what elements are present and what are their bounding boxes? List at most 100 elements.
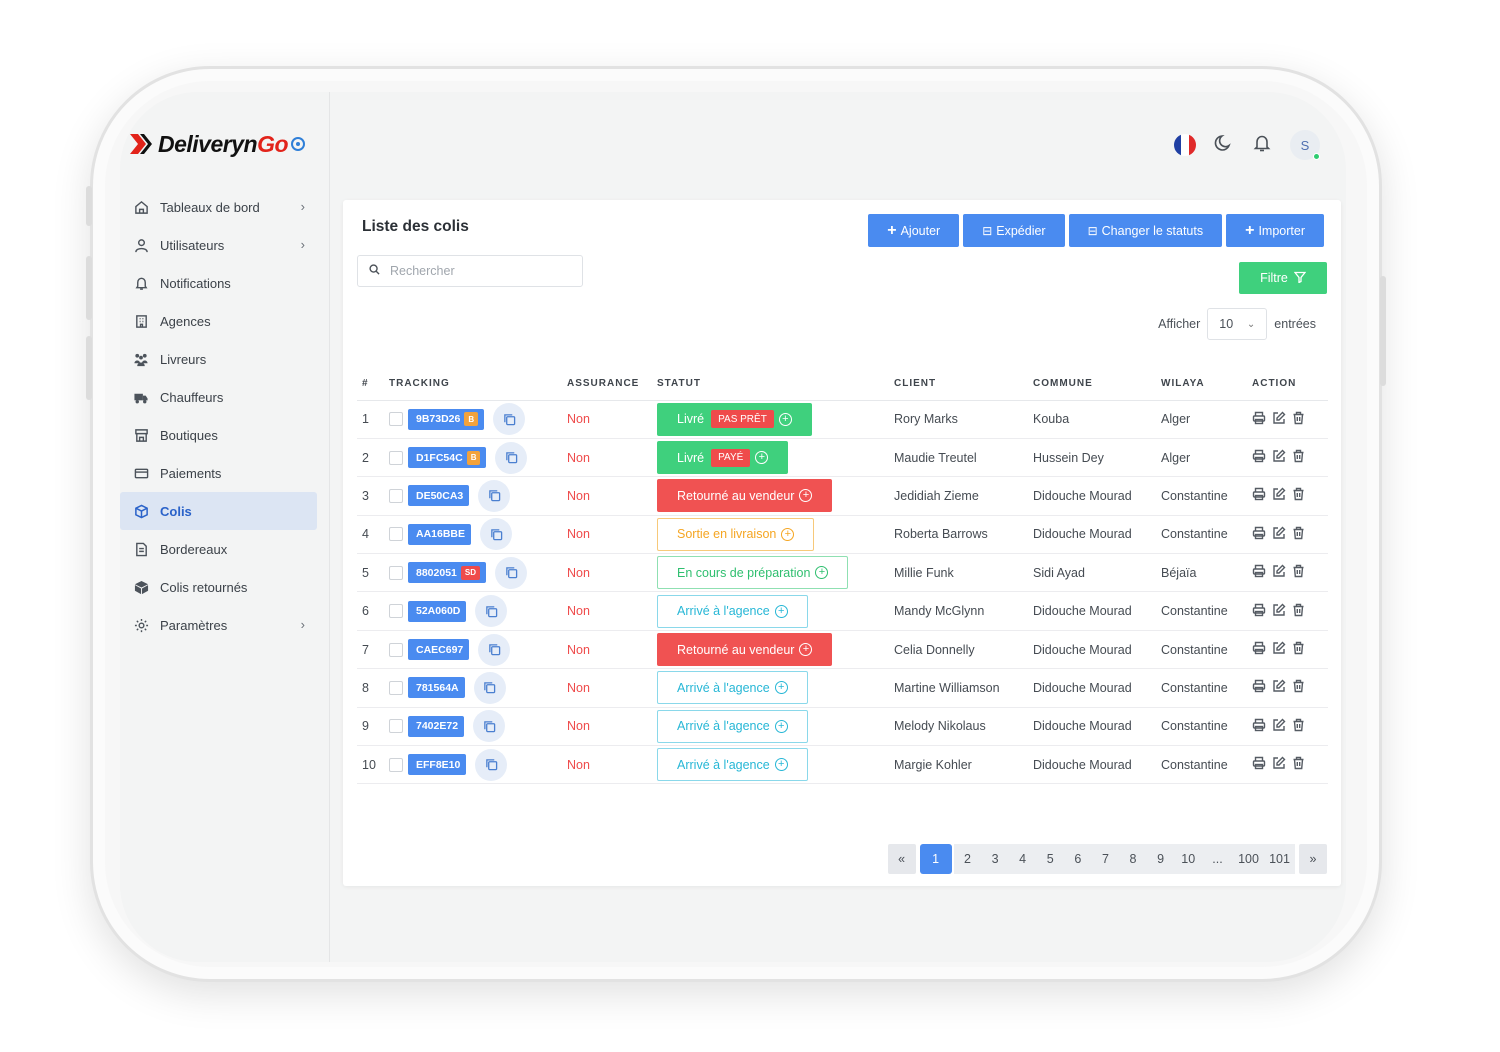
column-header-status[interactable]: STATUT [657,368,894,401]
moon-icon[interactable] [1214,133,1234,158]
sidebar-item-settings[interactable]: Paramètres › [120,606,317,644]
edit-icon[interactable] [1272,718,1286,735]
trash-icon[interactable] [1292,526,1305,543]
tracking-code[interactable]: D1FC54C B [408,447,487,469]
sidebar-item-drivers[interactable]: Chauffeurs [120,378,317,416]
edit-icon[interactable] [1272,411,1286,428]
tracking-code[interactable]: AA16BBE [408,523,472,545]
add-button[interactable]: + Ajouter [868,214,960,247]
status-badge[interactable]: Livré PAYÉ + [657,441,789,475]
sidebar-item-shops[interactable]: Boutiques [120,416,317,454]
edit-icon[interactable] [1272,641,1286,658]
page-size-select[interactable]: 10 ⌄ [1207,308,1268,340]
status-badge[interactable]: En cours de préparation + [657,556,849,590]
pagination-current-page[interactable]: 1 [919,844,952,874]
copy-icon[interactable] [480,518,513,551]
pagination-page[interactable]: 4 [1019,852,1027,866]
print-icon[interactable] [1252,487,1266,504]
trash-icon[interactable] [1292,756,1305,773]
column-header-assurance[interactable]: ASSURANCE [567,368,657,401]
plus-circle-icon[interactable]: + [781,527,795,541]
copy-icon[interactable] [473,710,506,743]
print-icon[interactable] [1252,411,1266,428]
search-input[interactable]: Rechercher [357,255,583,287]
trash-icon[interactable] [1292,679,1305,696]
print-icon[interactable] [1252,449,1266,466]
plus-circle-icon[interactable]: + [774,604,788,618]
row-checkbox[interactable] [389,450,403,465]
status-badge[interactable]: Retourné au vendeur + [657,633,833,667]
sidebar-item-couriers[interactable]: Livreurs [120,340,317,378]
plus-circle-icon[interactable]: + [774,758,788,772]
edit-icon[interactable] [1272,449,1286,466]
plus-circle-icon[interactable]: + [774,719,788,733]
copy-icon[interactable] [473,671,506,704]
column-header-commune[interactable]: COMMUNE [1033,368,1161,401]
language-flag-icon[interactable] [1174,134,1196,156]
sidebar-item-agencies[interactable]: Agences [120,302,317,340]
row-checkbox[interactable] [389,527,403,542]
row-checkbox[interactable] [389,642,403,657]
plus-circle-icon[interactable]: + [755,451,769,465]
sidebar-item-dashboard[interactable]: Tableaux de bord › [120,188,317,226]
pagination-page[interactable]: 2 [963,852,971,866]
row-checkbox[interactable] [389,565,403,580]
trash-icon[interactable] [1292,487,1305,504]
plus-circle-icon[interactable]: + [815,566,829,580]
ship-button[interactable]: ⊟ Expédier [963,214,1065,247]
plus-circle-icon[interactable]: + [799,643,813,657]
print-icon[interactable] [1252,679,1266,696]
status-badge[interactable]: Retourné au vendeur + [657,479,833,513]
filter-button[interactable]: Filtre [1239,262,1327,294]
plus-circle-icon[interactable]: + [799,489,813,503]
row-checkbox[interactable] [389,412,403,427]
column-header-client[interactable]: CLIENT [894,368,1033,401]
copy-icon[interactable] [478,633,511,666]
bell-icon[interactable] [1252,133,1272,158]
pagination-page[interactable]: 100 [1238,852,1259,866]
copy-icon[interactable] [475,595,508,628]
sidebar-item-notifications[interactable]: Notifications [120,264,317,302]
plus-circle-icon[interactable]: + [778,412,792,426]
copy-icon[interactable] [495,441,528,474]
status-badge[interactable]: Sortie en livraison + [657,517,815,551]
print-icon[interactable] [1252,603,1266,620]
status-badge[interactable]: Arrivé à l'agence + [657,594,808,628]
status-badge[interactable]: Livré PAS PRÊT + [657,402,812,436]
plus-circle-icon[interactable]: + [774,681,788,695]
copy-icon[interactable] [478,479,511,512]
change-status-button[interactable]: ⊟ Changer le statuts [1068,214,1223,247]
pagination-page[interactable]: 9 [1157,852,1165,866]
trash-icon[interactable] [1292,564,1305,581]
tracking-code[interactable]: 781564A [408,677,465,699]
row-checkbox[interactable] [389,488,403,503]
column-header-wilaya[interactable]: WILAYA [1161,368,1252,401]
status-badge[interactable]: Arrivé à l'agence + [657,709,808,743]
row-checkbox[interactable] [389,757,403,772]
pagination-page[interactable]: 101 [1269,852,1290,866]
pagination-page[interactable]: 3 [991,852,999,866]
print-icon[interactable] [1252,641,1266,658]
pagination-page[interactable]: 10 [1181,852,1196,866]
edit-icon[interactable] [1272,564,1286,581]
pagination-prev-button[interactable]: « [887,844,916,874]
edit-icon[interactable] [1272,603,1286,620]
tracking-code[interactable]: 8802051 SD [408,562,487,584]
copy-icon[interactable] [493,403,526,436]
sidebar-item-payments[interactable]: Paiements [120,454,317,492]
copy-icon[interactable] [495,556,528,589]
trash-icon[interactable] [1292,411,1305,428]
pagination-page[interactable]: 7 [1101,852,1109,866]
tracking-code[interactable]: 9B73D26 B [408,408,485,430]
trash-icon[interactable] [1292,718,1305,735]
print-icon[interactable] [1252,756,1266,773]
avatar[interactable]: S [1290,130,1320,160]
trash-icon[interactable] [1292,603,1305,620]
pagination-page[interactable]: 8 [1129,852,1137,866]
row-checkbox[interactable] [389,680,403,695]
edit-icon[interactable] [1272,756,1286,773]
row-checkbox[interactable] [389,604,403,619]
print-icon[interactable] [1252,564,1266,581]
tracking-code[interactable]: 52A060D [408,600,467,622]
pagination-next-button[interactable]: » [1299,844,1327,874]
